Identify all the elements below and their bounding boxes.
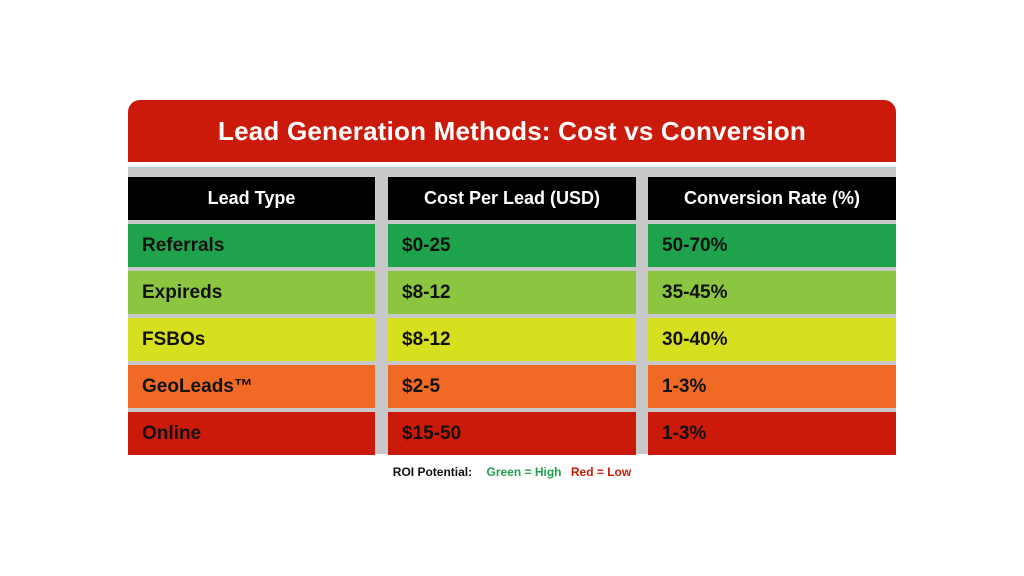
data-table: Lead Type Referrals Expireds FSBOs GeoLe…: [128, 167, 896, 455]
column-cost-per-lead: Cost Per Lead (USD) $0-25 $8-12 $8-12 $2…: [388, 177, 636, 455]
cell-r0-c0: Referrals: [128, 224, 375, 267]
cell-r4-c2: 1-3%: [648, 412, 896, 455]
table-title: Lead Generation Methods: Cost vs Convers…: [128, 100, 896, 162]
cell-r3-c0: GeoLeads™: [128, 365, 375, 408]
cell-r1-c0: Expireds: [128, 271, 375, 314]
cell-r1-c2: 35-45%: [648, 271, 896, 314]
legend-low: Red = Low: [570, 465, 632, 479]
column-lead-type: Lead Type Referrals Expireds FSBOs GeoLe…: [128, 177, 375, 455]
cell-r2-c1: $8-12: [388, 318, 636, 361]
column-conversion-rate: Conversion Rate (%) 50-70% 35-45% 30-40%…: [648, 177, 896, 455]
cell-r0-c1: $0-25: [388, 224, 636, 267]
cell-r1-c1: $8-12: [388, 271, 636, 314]
legend-label: ROI Potential:: [392, 465, 473, 479]
header-lead-type: Lead Type: [128, 177, 375, 220]
cell-r2-c2: 30-40%: [648, 318, 896, 361]
cell-r3-c1: $2-5: [388, 365, 636, 408]
cell-r4-c0: Online: [128, 412, 375, 455]
cell-r4-c1: $15-50: [388, 412, 636, 455]
roi-legend: ROI Potential: Green = High Red = Low: [0, 465, 1024, 479]
header-cost-per-lead: Cost Per Lead (USD): [388, 177, 636, 220]
header-conversion-rate: Conversion Rate (%): [648, 177, 896, 220]
legend-high: Green = High: [486, 465, 562, 479]
cell-r0-c2: 50-70%: [648, 224, 896, 267]
cell-r3-c2: 1-3%: [648, 365, 896, 408]
cell-r2-c0: FSBOs: [128, 318, 375, 361]
